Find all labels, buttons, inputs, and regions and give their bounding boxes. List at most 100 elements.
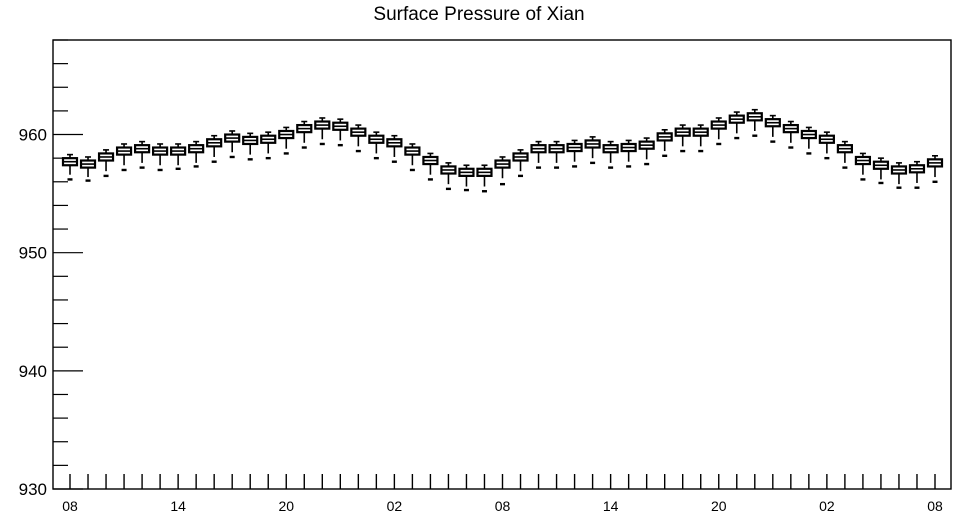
outlier-dash — [139, 166, 145, 169]
outlier-dash — [427, 178, 433, 181]
box-mark — [656, 129, 673, 157]
outlier-dash — [680, 149, 686, 153]
outlier-dash — [932, 180, 938, 183]
x-axis: 08 14 20 02 08 14 20 02 08 — [62, 474, 943, 514]
box-mark — [530, 140, 547, 169]
outlier-dash — [824, 156, 830, 160]
outlier-dash — [265, 156, 271, 160]
box-mark — [836, 140, 853, 169]
outlier-dash — [518, 174, 524, 178]
outlier-dash — [391, 160, 397, 163]
outlier-dash — [554, 166, 560, 169]
outlier-dash — [247, 158, 253, 161]
outlier-dash — [752, 134, 758, 137]
x-tick-label: 08 — [62, 498, 78, 514]
outlier-dash — [806, 152, 812, 155]
y-tick-label: 930 — [19, 480, 47, 499]
chart-title: Surface Pressure of Xian — [373, 4, 585, 25]
y-tick-label: 960 — [19, 126, 47, 145]
box-mark — [206, 134, 223, 163]
outlier-dash — [157, 168, 163, 172]
box-mark — [133, 140, 151, 169]
outlier-dash — [211, 160, 217, 163]
outlier-dash — [860, 178, 866, 181]
box-mark — [440, 162, 457, 191]
box-mark — [890, 162, 908, 189]
box-mark — [638, 137, 655, 166]
outlier-dash — [716, 142, 722, 146]
x-tick-label: 14 — [603, 498, 619, 514]
box-mark — [314, 117, 331, 146]
box-series — [61, 108, 944, 193]
outlier-dash — [67, 178, 73, 181]
box-mark — [296, 120, 313, 149]
x-tick-label: 14 — [170, 498, 186, 514]
box-mark — [602, 140, 619, 169]
box-mark — [332, 118, 349, 147]
x-tick-label: 20 — [711, 498, 727, 514]
outlier-dash — [842, 166, 848, 169]
outlier-dash — [644, 162, 650, 166]
box-mark — [746, 108, 763, 137]
box-mark — [692, 124, 709, 153]
box-mark — [872, 157, 890, 185]
outlier-dash — [103, 174, 109, 178]
outlier-dash — [608, 166, 614, 169]
box-mark — [620, 139, 637, 168]
y-tick-label: 950 — [19, 244, 47, 263]
outlier-dash — [500, 182, 505, 186]
outlier-dash — [373, 156, 379, 160]
outlier-dash — [355, 149, 361, 153]
box-mark — [512, 149, 529, 178]
x-tick-label: 02 — [819, 498, 835, 514]
box-mark — [476, 164, 493, 193]
outlier-dash — [878, 181, 884, 185]
box-mark — [458, 164, 475, 192]
box-mark — [97, 149, 115, 178]
box-mark — [242, 132, 259, 161]
box-mark — [782, 120, 799, 149]
outlier-dash — [175, 167, 181, 170]
outlier-dash — [319, 142, 325, 146]
box-mark — [224, 130, 241, 159]
box-mark — [764, 114, 781, 143]
box-mark — [854, 152, 872, 181]
outlier-dash — [283, 152, 289, 155]
box-mark — [368, 131, 385, 160]
box-mark — [710, 117, 727, 146]
outlier-dash — [463, 188, 469, 192]
box-mark — [422, 152, 439, 181]
box-mark — [61, 153, 79, 181]
outlier-dash — [121, 168, 127, 172]
outlier-dash — [662, 154, 668, 157]
outlier-dash — [896, 186, 902, 189]
box-mark — [350, 124, 367, 153]
outlier-dash — [914, 186, 920, 189]
box-mark — [115, 143, 133, 172]
box-mark — [800, 126, 817, 155]
box-mark — [152, 143, 169, 172]
box-mark — [386, 134, 403, 163]
outlier-dash — [85, 179, 91, 182]
box-mark — [674, 124, 691, 153]
outlier-dash — [193, 165, 199, 168]
plot-frame — [52, 39, 952, 490]
box-mark — [908, 160, 926, 189]
outlier-dash — [536, 166, 542, 169]
y-axis: 930 940 950 960 — [19, 39, 83, 499]
outlier-dash — [788, 146, 794, 149]
outlier-dash — [572, 165, 578, 168]
box-mark — [818, 131, 835, 160]
box-mark — [566, 139, 583, 168]
outlier-dash — [409, 168, 415, 172]
x-tick-label: 20 — [278, 498, 294, 514]
box-mark — [404, 143, 421, 172]
outlier-dash — [590, 161, 596, 165]
outlier-dash — [481, 190, 487, 193]
x-tick-label: 08 — [927, 498, 943, 514]
box-mark — [188, 140, 205, 168]
box-mark — [548, 140, 565, 169]
box-mark — [278, 126, 295, 155]
box-mark — [728, 111, 745, 140]
